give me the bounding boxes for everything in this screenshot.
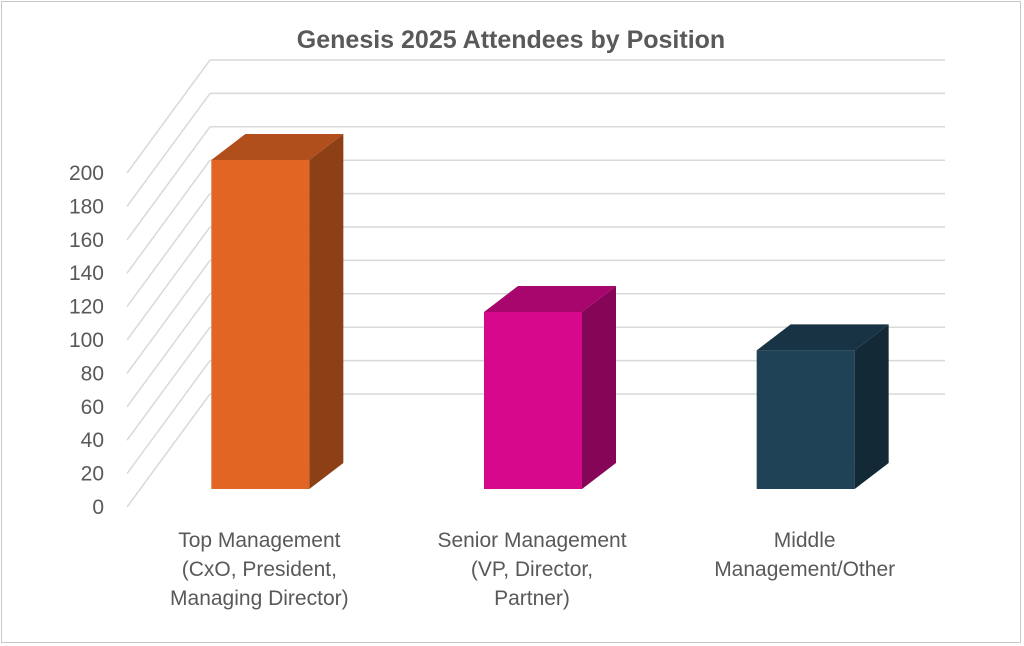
gridline-depth: [126, 59, 211, 174]
y-tick-label: 40: [81, 429, 104, 452]
y-tick-label: 20: [81, 463, 104, 486]
y-tick-label: 180: [69, 195, 104, 218]
bar-top: [756, 324, 889, 351]
bar: [756, 350, 855, 489]
gridline-depth: [126, 326, 211, 441]
y-tick-label: 60: [81, 396, 104, 419]
bar: [484, 311, 582, 489]
x-category-label: Partner): [494, 587, 570, 610]
bar-top: [211, 134, 344, 161]
bar: [211, 160, 310, 489]
y-tick-label: 100: [69, 329, 104, 352]
gridline-depth: [126, 126, 211, 241]
bar-side: [582, 285, 616, 489]
x-category-label: Middle: [774, 529, 836, 552]
bar-top: [484, 285, 616, 312]
x-category-label: (CxO, President,: [182, 558, 337, 581]
gridline-depth: [126, 259, 211, 374]
gridline-depth: [126, 393, 211, 508]
y-tick-label: 80: [81, 362, 104, 385]
y-tick-label: 140: [69, 262, 104, 285]
gridline-depth: [126, 159, 211, 274]
y-tick-label: 200: [69, 162, 104, 185]
chart-title: Genesis 2025 Attendees by Position: [296, 26, 726, 54]
x-category-label: Management/Other: [714, 558, 895, 581]
gridline-depth: [126, 226, 211, 341]
x-category-label: (VP, Director,: [471, 558, 593, 581]
y-tick-label: 120: [69, 296, 104, 319]
y-tick-label: 0: [92, 496, 104, 519]
bar-side: [854, 324, 889, 489]
gridline-depth: [126, 193, 211, 308]
x-category-label: Managing Director): [170, 587, 349, 610]
bar-side: [309, 134, 344, 489]
x-category-label: Top Management: [178, 529, 340, 552]
y-tick-label: 160: [69, 229, 104, 252]
gridline-depth: [126, 360, 211, 475]
gridline-depth: [126, 92, 211, 207]
gridline-depth: [126, 293, 211, 408]
x-category-label: Senior Management: [437, 529, 626, 552]
